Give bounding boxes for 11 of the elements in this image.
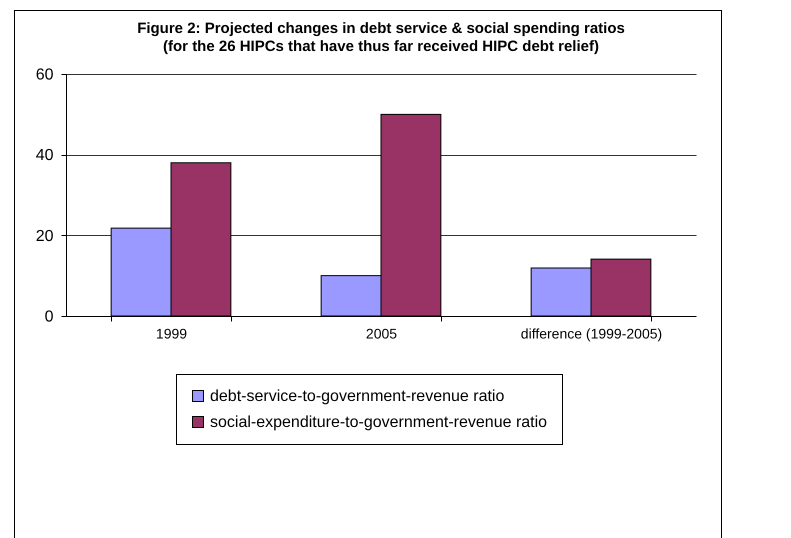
- y-tick-label: 20: [36, 228, 54, 245]
- legend-label: social-expenditure-to-government-revenue ratio: [210, 414, 548, 431]
- chart-subtitle: (for the 26 HIPCs that have thus far received HIPC debt relief): [163, 38, 599, 55]
- x-tick-label: difference (1999-2005): [520, 326, 662, 342]
- x-tick-label: 1999: [156, 326, 188, 342]
- y-tick-label: 0: [44, 308, 54, 326]
- y-tick-label: 60: [36, 66, 54, 84]
- chart-title: Figure 2: Projected changes in debt service & social spending ratios: [137, 20, 625, 37]
- legend-label: debt-service-to-government-revenue ratio: [210, 388, 504, 405]
- x-tick-label: 2005: [366, 326, 398, 342]
- y-tick-label: 40: [36, 147, 54, 164]
